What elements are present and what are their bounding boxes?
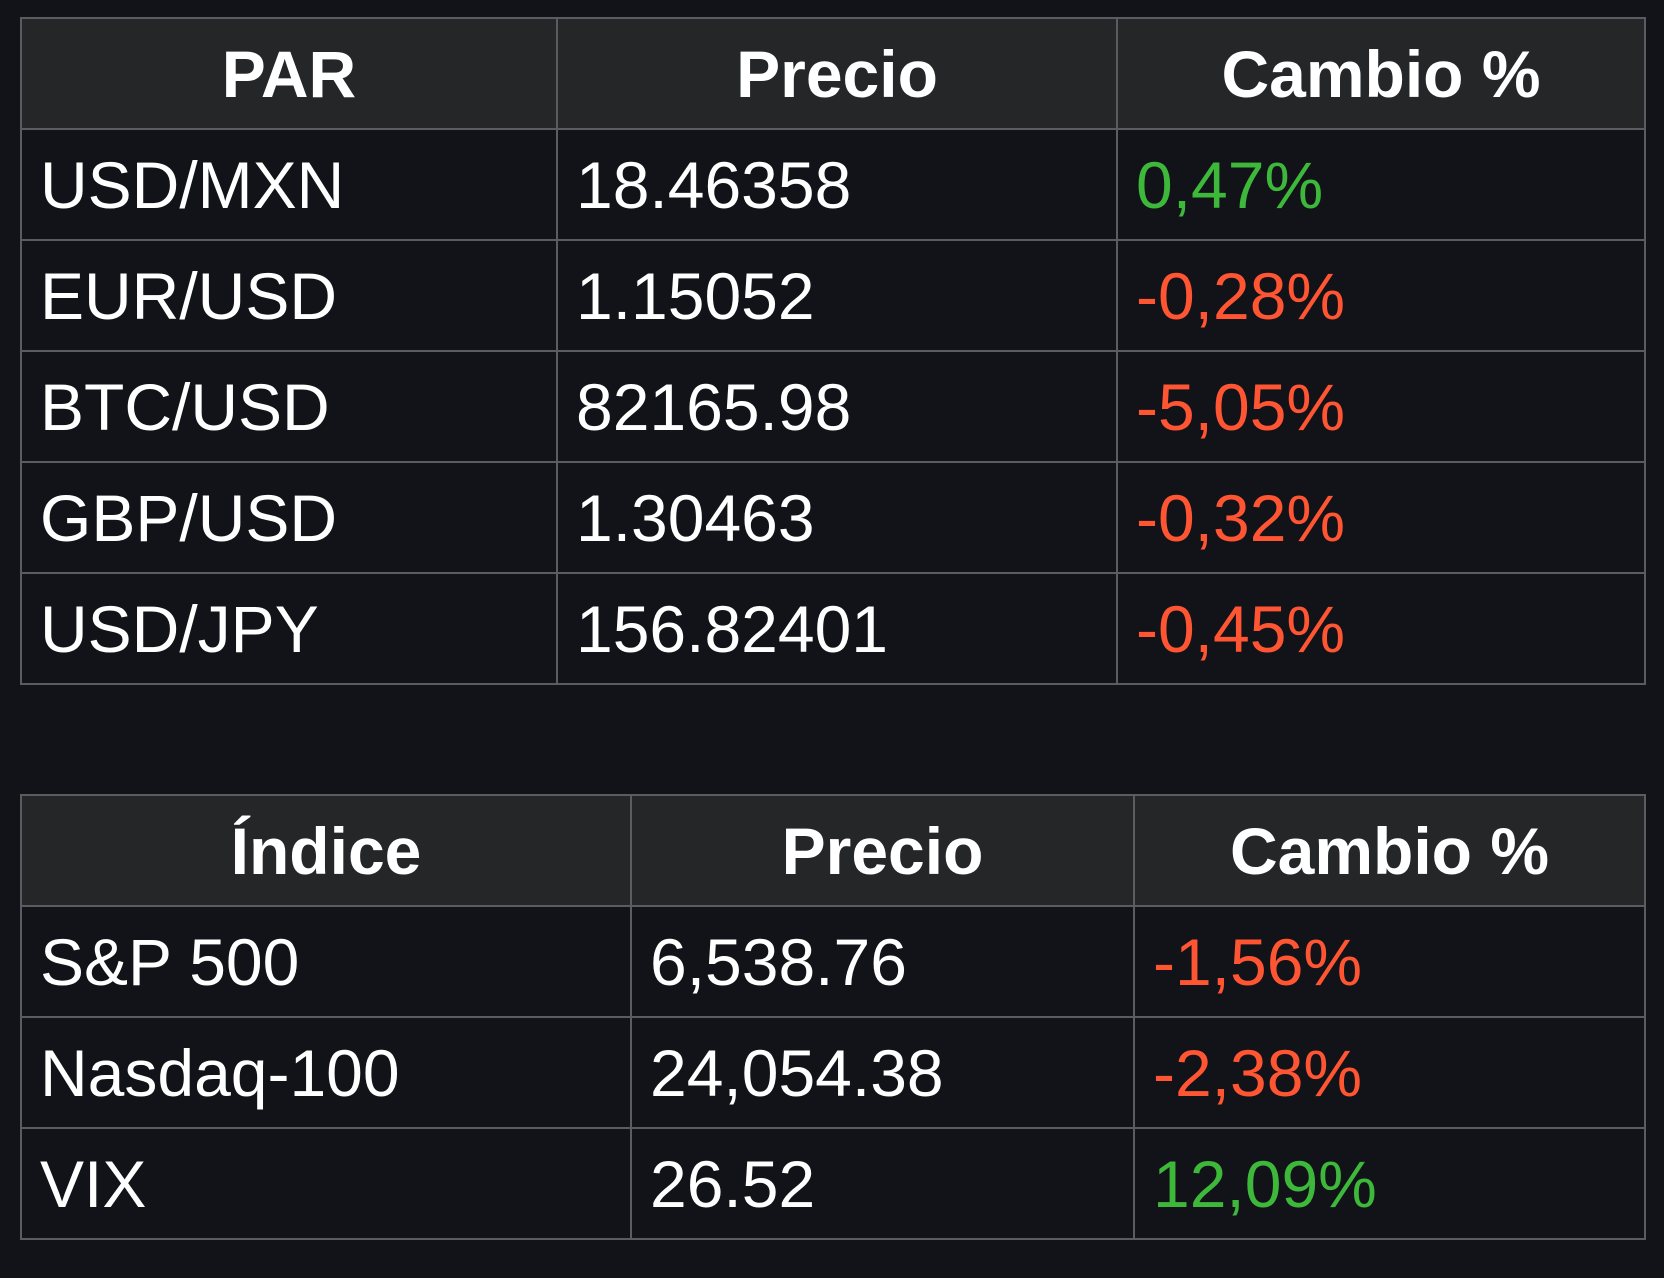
price-cell: 18.46358 (556, 128, 1118, 241)
pair-cell: USD/JPY (20, 572, 558, 685)
change-cell: -0,28% (1116, 239, 1646, 352)
pair-cell: GBP/USD (20, 461, 558, 574)
price-cell: 24,054.38 (630, 1016, 1135, 1129)
change-cell: -1,56% (1133, 905, 1646, 1018)
price-cell: 6,538.76 (630, 905, 1135, 1018)
table-row: BTC/USD 82165.98 -5,05% (20, 350, 1646, 463)
change-cell: 12,09% (1133, 1127, 1646, 1240)
column-header-price: Precio (630, 794, 1135, 907)
column-header-change: Cambio % (1133, 794, 1646, 907)
index-cell: Nasdaq-100 (20, 1016, 632, 1129)
price-cell: 82165.98 (556, 350, 1118, 463)
column-header-pair: PAR (20, 17, 558, 130)
table-row: EUR/USD 1.15052 -0,28% (20, 239, 1646, 352)
change-cell: -0,32% (1116, 461, 1646, 574)
change-cell: -5,05% (1116, 350, 1646, 463)
column-header-price: Precio (556, 17, 1118, 130)
table-header-row: PAR Precio Cambio % (20, 17, 1646, 130)
index-cell: S&P 500 (20, 905, 632, 1018)
price-cell: 1.15052 (556, 239, 1118, 352)
table-header-row: Índice Precio Cambio % (20, 794, 1646, 907)
change-cell: -2,38% (1133, 1016, 1646, 1129)
table-row: Nasdaq-100 24,054.38 -2,38% (20, 1016, 1646, 1129)
pair-cell: EUR/USD (20, 239, 558, 352)
price-cell: 26.52 (630, 1127, 1135, 1240)
pair-cell: USD/MXN (20, 128, 558, 241)
table-row: USD/MXN 18.46358 0,47% (20, 128, 1646, 241)
table-row: VIX 26.52 12,09% (20, 1127, 1646, 1240)
table-row: GBP/USD 1.30463 -0,32% (20, 461, 1646, 574)
change-cell: 0,47% (1116, 128, 1646, 241)
price-cell: 1.30463 (556, 461, 1118, 574)
indices-table: Índice Precio Cambio % S&P 500 6,538.76 … (20, 794, 1646, 1240)
change-cell: -0,45% (1116, 572, 1646, 685)
column-header-index: Índice (20, 794, 632, 907)
pair-cell: BTC/USD (20, 350, 558, 463)
table-row: USD/JPY 156.82401 -0,45% (20, 572, 1646, 685)
table-row: S&P 500 6,538.76 -1,56% (20, 905, 1646, 1018)
column-header-change: Cambio % (1116, 17, 1646, 130)
currency-pairs-table: PAR Precio Cambio % USD/MXN 18.46358 0,4… (20, 17, 1646, 685)
price-cell: 156.82401 (556, 572, 1118, 685)
index-cell: VIX (20, 1127, 632, 1240)
